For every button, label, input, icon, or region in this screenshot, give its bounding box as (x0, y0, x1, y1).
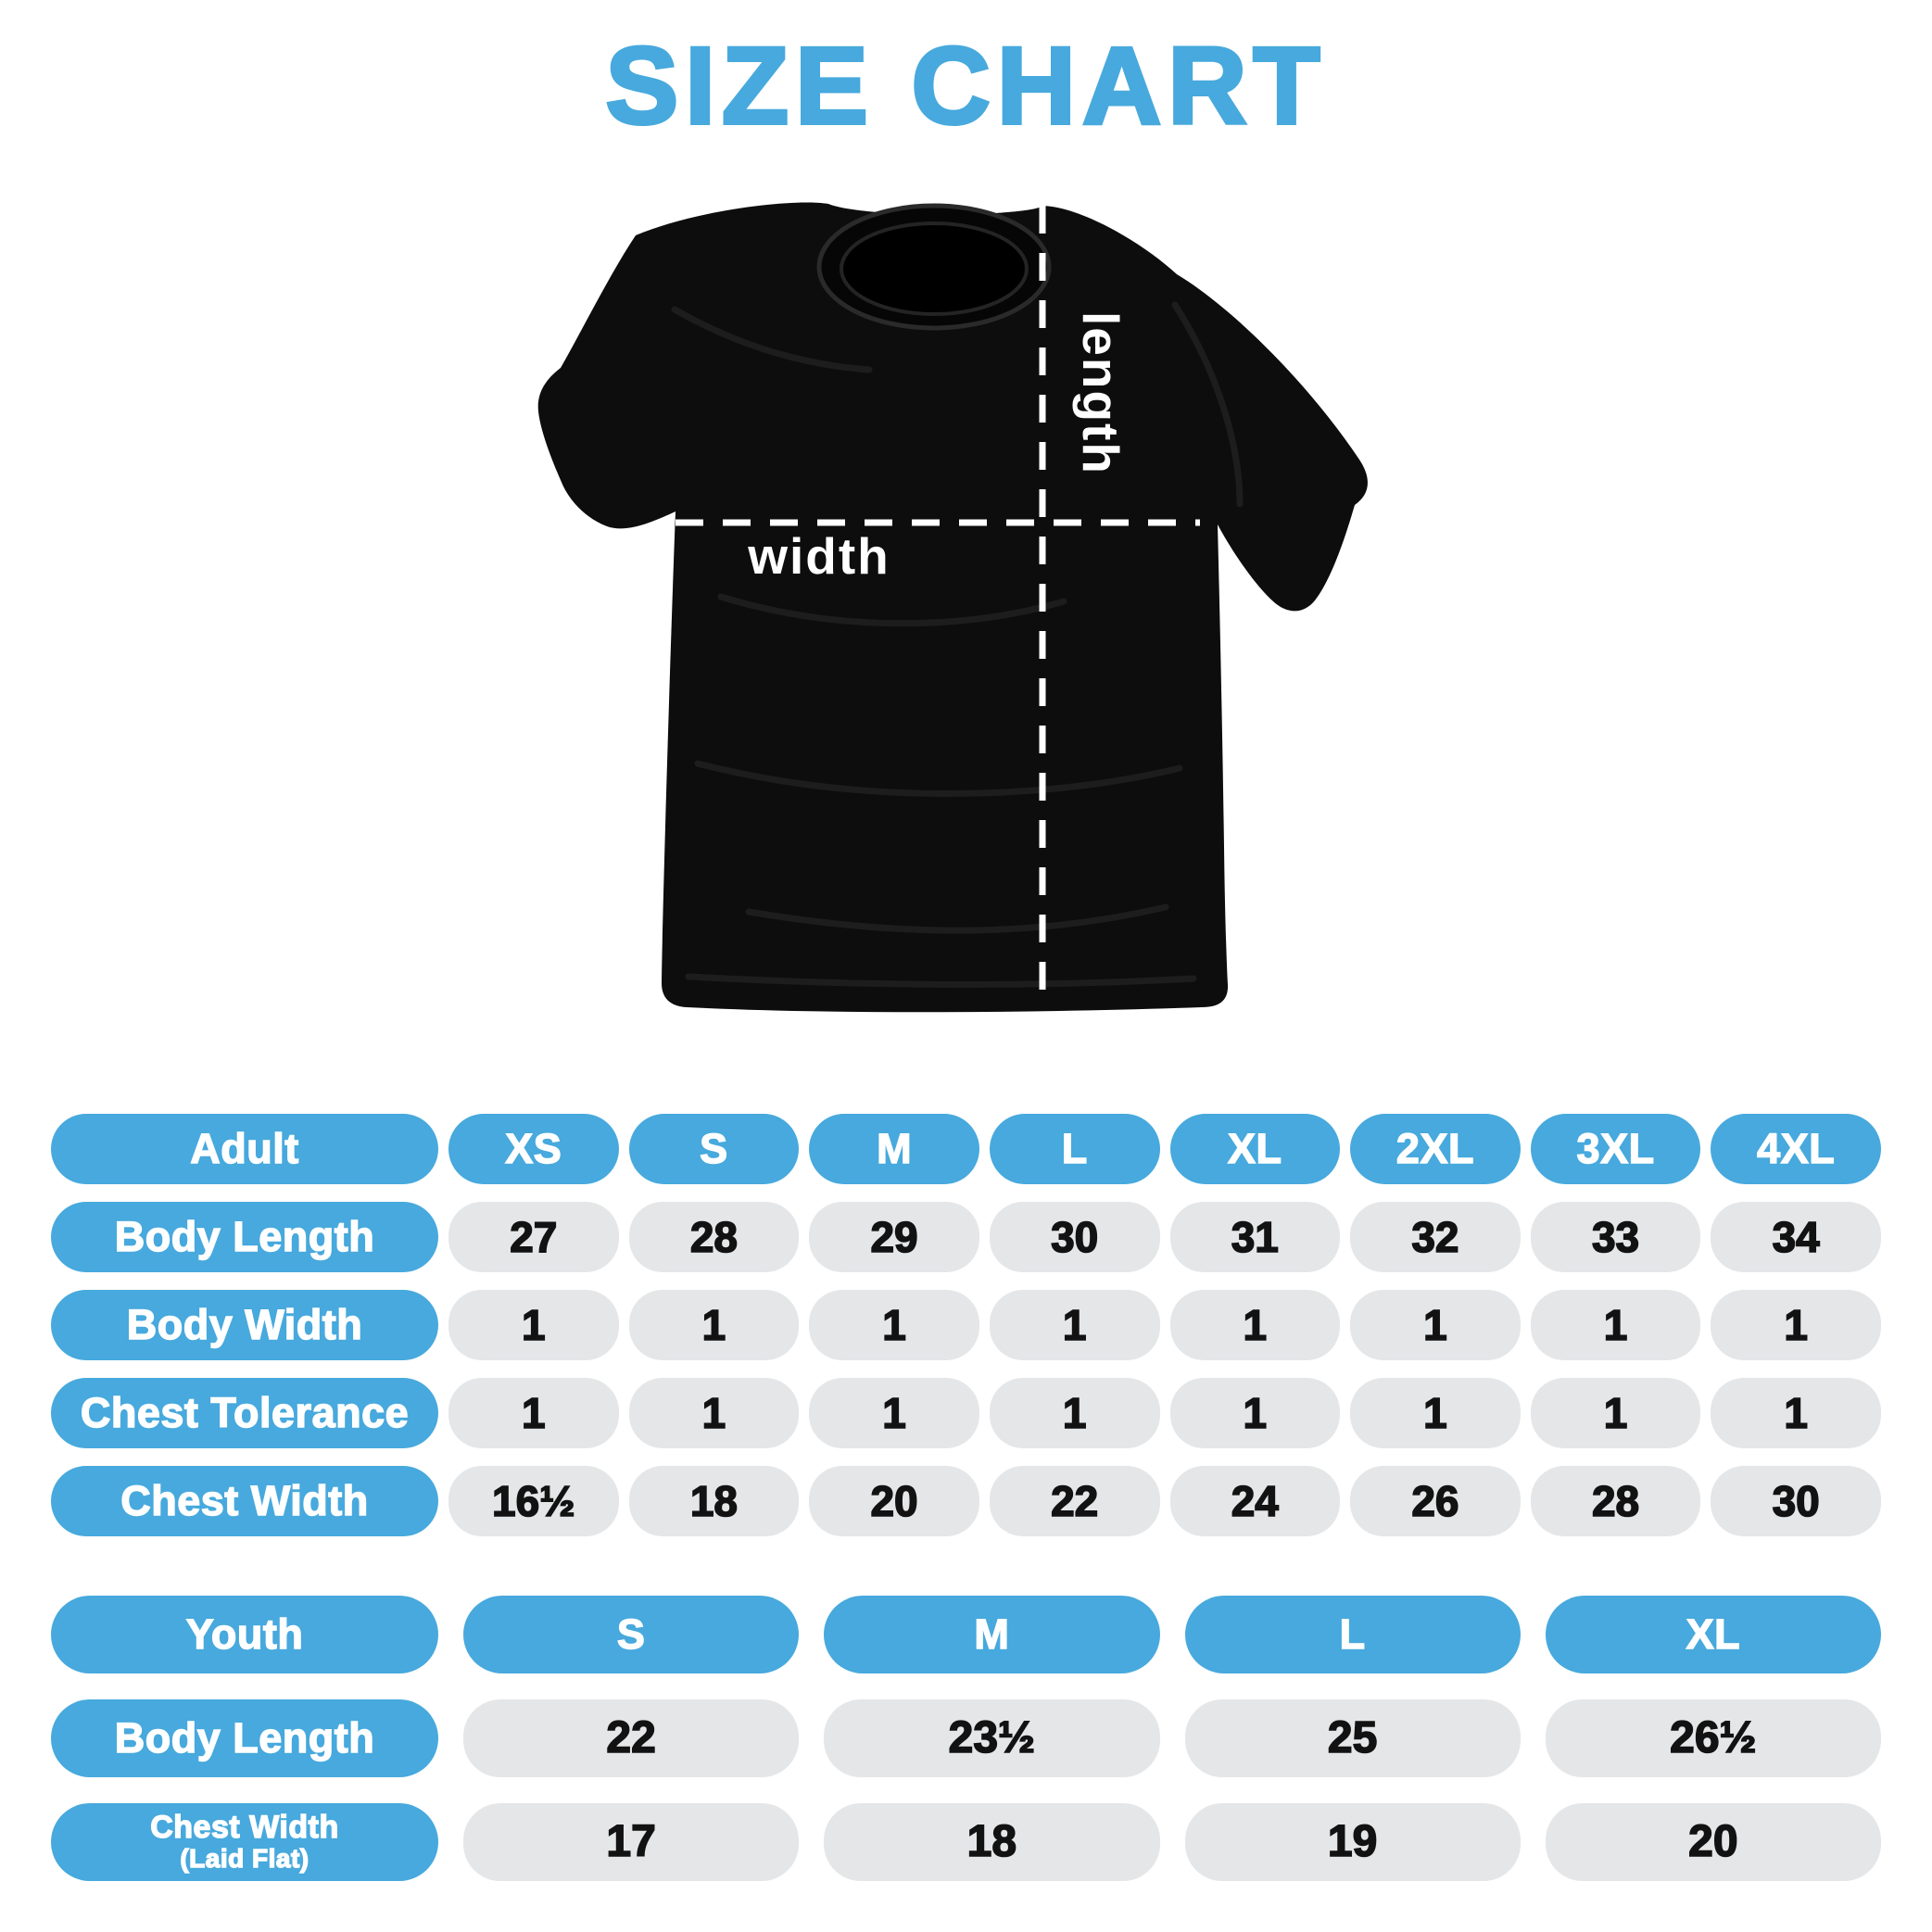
adult-row-label-body-width: Body Width (51, 1289, 438, 1360)
youth-body-length-value: 23½ (824, 1698, 1160, 1777)
adult-size-table: Adult XS S M L XL 2XL 3XL 4XL Body Lengt… (51, 1113, 1881, 1536)
adult-chest-width-value: 16½ (448, 1465, 619, 1536)
adult-body-length-value: 32 (1350, 1201, 1521, 1272)
adult-header-size-m: M (809, 1113, 979, 1184)
tshirt-shape (537, 202, 1368, 1012)
row-sublabel-text: (Laid Flat) (180, 1843, 309, 1873)
adult-body-length-value: 34 (1711, 1201, 1881, 1272)
adult-body-width-value: 1 (809, 1289, 979, 1360)
adult-body-width-value: 1 (1169, 1289, 1341, 1360)
adult-row-label-body-length: Body Length (51, 1201, 438, 1272)
youth-row-label-chest-width: Chest Width (Laid Flat) (51, 1802, 438, 1881)
tshirt-wrinkles (671, 301, 1243, 988)
adult-chest-width-value: 20 (809, 1465, 979, 1536)
adult-row-label-chest-width: Chest Width (51, 1465, 438, 1536)
adult-header-size-xs: XS (448, 1113, 619, 1184)
size-tables: Adult XS S M L XL 2XL 3XL 4XL Body Lengt… (0, 1113, 1932, 1881)
adult-chest-tolerance-value: 1 (1350, 1377, 1521, 1448)
adult-chest-tolerance-value: 1 (989, 1377, 1160, 1448)
adult-header-size-xl: XL (1169, 1113, 1341, 1184)
youth-chest-width-value: 18 (824, 1802, 1160, 1881)
adult-chest-width-value: 30 (1711, 1465, 1881, 1536)
adult-body-length-value: 31 (1169, 1201, 1341, 1272)
adult-chest-tolerance-value: 1 (1169, 1377, 1341, 1448)
tshirt-diagram: length width (526, 198, 1407, 1032)
adult-header-size-4xl: 4XL (1711, 1113, 1881, 1184)
adult-body-width-value: 1 (1530, 1289, 1701, 1360)
adult-body-width-value: 1 (448, 1289, 619, 1360)
adult-header-group: Adult (51, 1113, 438, 1184)
youth-chest-width-value: 17 (463, 1802, 800, 1881)
adult-header-size-3xl: 3XL (1530, 1113, 1701, 1184)
youth-header-size-m: M (824, 1595, 1160, 1673)
adult-header-size-l: L (989, 1113, 1160, 1184)
adult-body-width-value: 1 (1711, 1289, 1881, 1360)
adult-chest-tolerance-value: 1 (1530, 1377, 1701, 1448)
adult-row-label-chest-tolerance: Chest Tolerance (51, 1377, 438, 1448)
adult-body-length-value: 33 (1530, 1201, 1701, 1272)
adult-chest-width-value: 18 (628, 1465, 800, 1536)
youth-header-size-l: L (1184, 1595, 1521, 1673)
adult-body-length-value: 29 (809, 1201, 979, 1272)
youth-body-length-value: 22 (463, 1698, 800, 1777)
youth-header-group: Youth (51, 1595, 438, 1673)
adult-chest-width-value: 28 (1530, 1465, 1701, 1536)
adult-chest-width-value: 26 (1350, 1465, 1521, 1536)
collar-rib (839, 221, 1029, 316)
adult-chest-width-value: 22 (989, 1465, 1160, 1536)
tshirt-image: length width (537, 202, 1368, 1012)
length-label: length (1072, 311, 1130, 475)
adult-header-size-2xl: 2XL (1350, 1113, 1521, 1184)
youth-header-size-s: S (463, 1595, 800, 1673)
youth-body-length-value: 26½ (1545, 1698, 1881, 1777)
adult-header-size-s: S (628, 1113, 800, 1184)
adult-body-length-value: 27 (448, 1201, 619, 1272)
adult-chest-tolerance-value: 1 (809, 1377, 979, 1448)
adult-chest-tolerance-value: 1 (1711, 1377, 1881, 1448)
youth-header-size-xl: XL (1545, 1595, 1881, 1673)
adult-body-width-value: 1 (1350, 1289, 1521, 1360)
width-label: width (747, 527, 890, 585)
page-title: SIZE CHART (604, 23, 1327, 149)
youth-row-label-body-length: Body Length (51, 1698, 438, 1777)
adult-body-length-value: 30 (989, 1201, 1160, 1272)
adult-chest-width-value: 24 (1169, 1465, 1341, 1536)
adult-body-width-value: 1 (628, 1289, 800, 1360)
adult-chest-tolerance-value: 1 (628, 1377, 800, 1448)
youth-chest-width-value: 19 (1184, 1802, 1521, 1881)
adult-chest-tolerance-value: 1 (448, 1377, 619, 1448)
youth-chest-width-value: 20 (1545, 1802, 1881, 1881)
youth-size-table: Youth S M L XL Body Length 22 23½ 25 26½… (51, 1595, 1881, 1881)
youth-body-length-value: 25 (1184, 1698, 1521, 1777)
adult-body-width-value: 1 (989, 1289, 1160, 1360)
adult-body-length-value: 28 (628, 1201, 800, 1272)
row-label-text: Chest Width (150, 1810, 339, 1846)
